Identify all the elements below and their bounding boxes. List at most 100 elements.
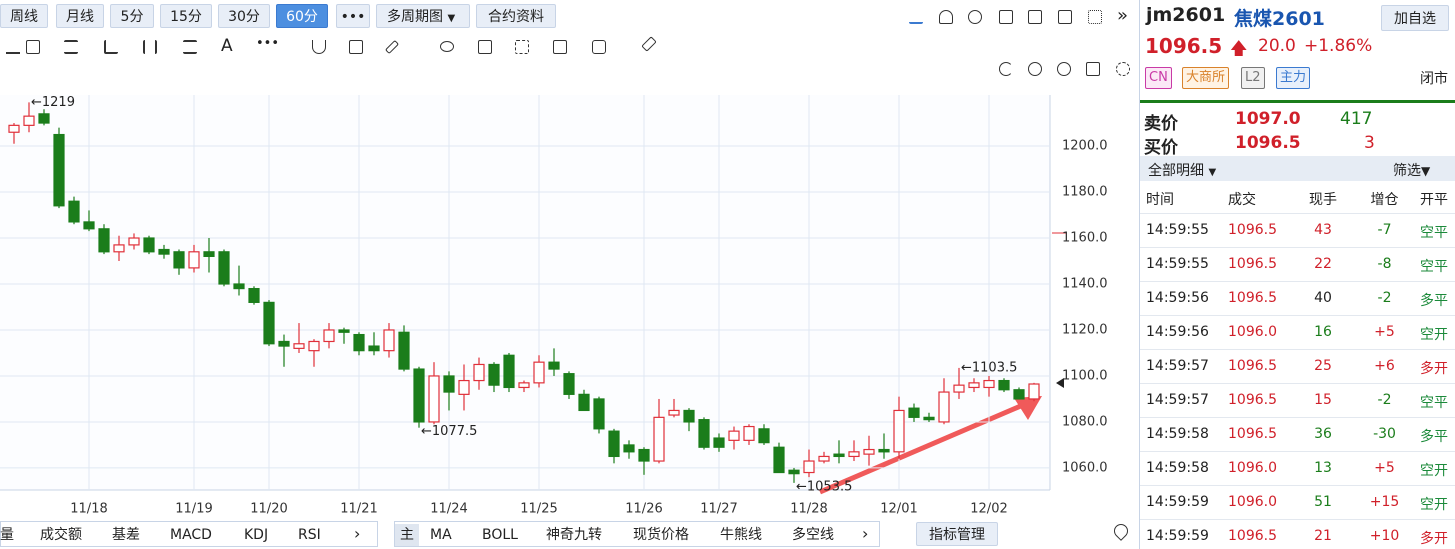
next[interactable]: › (862, 524, 869, 543)
icon[interactable] (909, 10, 923, 24)
trade-volume: 13 (1314, 460, 1332, 476)
candle-body (1028, 383, 1040, 400)
tool-icon[interactable] (64, 40, 78, 54)
icon[interactable] (968, 10, 982, 24)
candle-body (128, 237, 140, 246)
indicator[interactable]: MACD (170, 527, 212, 543)
candle-body (623, 444, 635, 453)
icon[interactable] (999, 10, 1013, 24)
tool-icon[interactable] (515, 40, 529, 54)
period-button[interactable]: 15分 (160, 4, 212, 28)
period-button[interactable]: 周线 (0, 4, 48, 28)
icon[interactable] (1086, 62, 1100, 76)
tool-icon[interactable] (349, 40, 363, 54)
icon[interactable] (999, 62, 1013, 76)
candle-body (68, 200, 80, 223)
tab[interactable]: 全部明细 ▼ (1148, 163, 1217, 179)
indicator[interactable]: 牛熊线 (720, 527, 762, 543)
contract-button[interactable]: 合约资料 (476, 4, 556, 28)
candle-body (638, 448, 650, 462)
indicator[interactable]: KDJ (244, 527, 269, 543)
tool-icon[interactable] (183, 40, 197, 54)
indicator[interactable]: 量 (0, 527, 14, 543)
period-button[interactable]: 30分 (218, 4, 270, 28)
tool-icon[interactable] (104, 40, 118, 54)
candle-body (368, 345, 380, 352)
candle-body (308, 340, 320, 352)
column-header: 时间 (1146, 192, 1174, 208)
period-button[interactable]: 月线 (56, 4, 104, 28)
quote-panel: jm2601 焦煤2601 加自选 1096.5 🡅 20.0 +1.86% 闭… (1139, 0, 1455, 549)
tool-icon[interactable] (478, 40, 492, 54)
candle-body (983, 379, 995, 389)
annotation: ←1077.5 (421, 424, 477, 439)
icon[interactable] (1088, 10, 1102, 24)
icon[interactable] (1116, 62, 1130, 76)
candle-body (98, 228, 110, 253)
annotation: ←1219 (31, 95, 75, 110)
tool-icon[interactable] (592, 40, 606, 54)
ask-volume: 417 (1340, 109, 1373, 129)
trade-price: 1096.5 (1228, 426, 1277, 442)
candle-body (743, 425, 755, 441)
candle-body (83, 221, 95, 230)
indicator[interactable]: 神奇九转 (546, 527, 602, 543)
tool-icon[interactable] (641, 36, 657, 52)
icon[interactable] (1028, 10, 1042, 24)
tool-icon[interactable] (312, 40, 326, 54)
trade-volume: 36 (1314, 426, 1332, 442)
trade-change: -30 (1373, 426, 1396, 442)
annotation: ←1103.5 (961, 360, 1017, 375)
tool-icon[interactable] (384, 39, 400, 55)
multi-period[interactable]: 多周期图 ▼ (376, 4, 470, 28)
indicator[interactable]: RSI (298, 527, 321, 543)
watch-button[interactable]: 加自选 (1381, 5, 1449, 31)
trade-type: 多开 (1420, 531, 1448, 547)
icon[interactable] (939, 10, 953, 24)
tool-icon[interactable] (440, 41, 454, 52)
row-line (1140, 451, 1455, 452)
trade-volume: 43 (1314, 222, 1332, 238)
change: 20.0 (1258, 36, 1296, 56)
indicator[interactable]: 现货价格 (633, 527, 689, 543)
candle-body (158, 248, 170, 255)
row-line (1140, 417, 1455, 418)
indicator[interactable]: BOLL (482, 527, 518, 543)
x-tick-label: 11/20 (250, 502, 287, 517)
indicator[interactable]: MA (430, 527, 452, 543)
icon[interactable] (1028, 62, 1042, 76)
trade-type: 多平 (1420, 293, 1448, 309)
indicator[interactable]: 基差 (112, 527, 140, 543)
candle-body (593, 398, 605, 430)
collapse[interactable]: » (1117, 5, 1129, 26)
candle-body (728, 430, 740, 441)
period-button[interactable]: 5分 (110, 4, 154, 28)
period-button[interactable]: 60分 (276, 4, 328, 28)
up-arrow: 🡅 (1230, 39, 1248, 59)
name: 焦煤2601 (1234, 8, 1325, 30)
text-tool[interactable]: A (221, 36, 233, 56)
more-button[interactable]: ••• (336, 4, 370, 28)
manage-button[interactable]: 指标管理 (916, 522, 998, 546)
tool-icon[interactable] (6, 40, 20, 54)
candle-body (203, 251, 215, 258)
indicator[interactable]: 成交额 (40, 527, 82, 543)
chart: 1060.0 1080.0 1100.0 1120.0 1140.0 1160.0 1180… (0, 95, 1108, 517)
y-tick-label: 1160.0 (1062, 231, 1108, 246)
trade-time: 14:59:58 (1146, 460, 1209, 476)
tool-more[interactable]: ••• (256, 36, 280, 51)
next[interactable]: › (354, 524, 361, 543)
trade-time: 14:59:57 (1146, 392, 1209, 408)
tool-icon[interactable] (553, 40, 567, 54)
indicator[interactable]: 多空线 (792, 527, 834, 543)
filter-label: 筛选 (1393, 163, 1421, 179)
filter[interactable]: 筛选▼ (1393, 163, 1431, 179)
trade-change: -8 (1377, 256, 1392, 272)
icon[interactable] (1058, 10, 1072, 24)
icon[interactable] (1057, 62, 1071, 76)
tool-icon[interactable] (26, 40, 40, 54)
candle-body (413, 368, 425, 423)
tool-icon[interactable] (143, 40, 157, 54)
tag: 主力 (1276, 67, 1311, 89)
